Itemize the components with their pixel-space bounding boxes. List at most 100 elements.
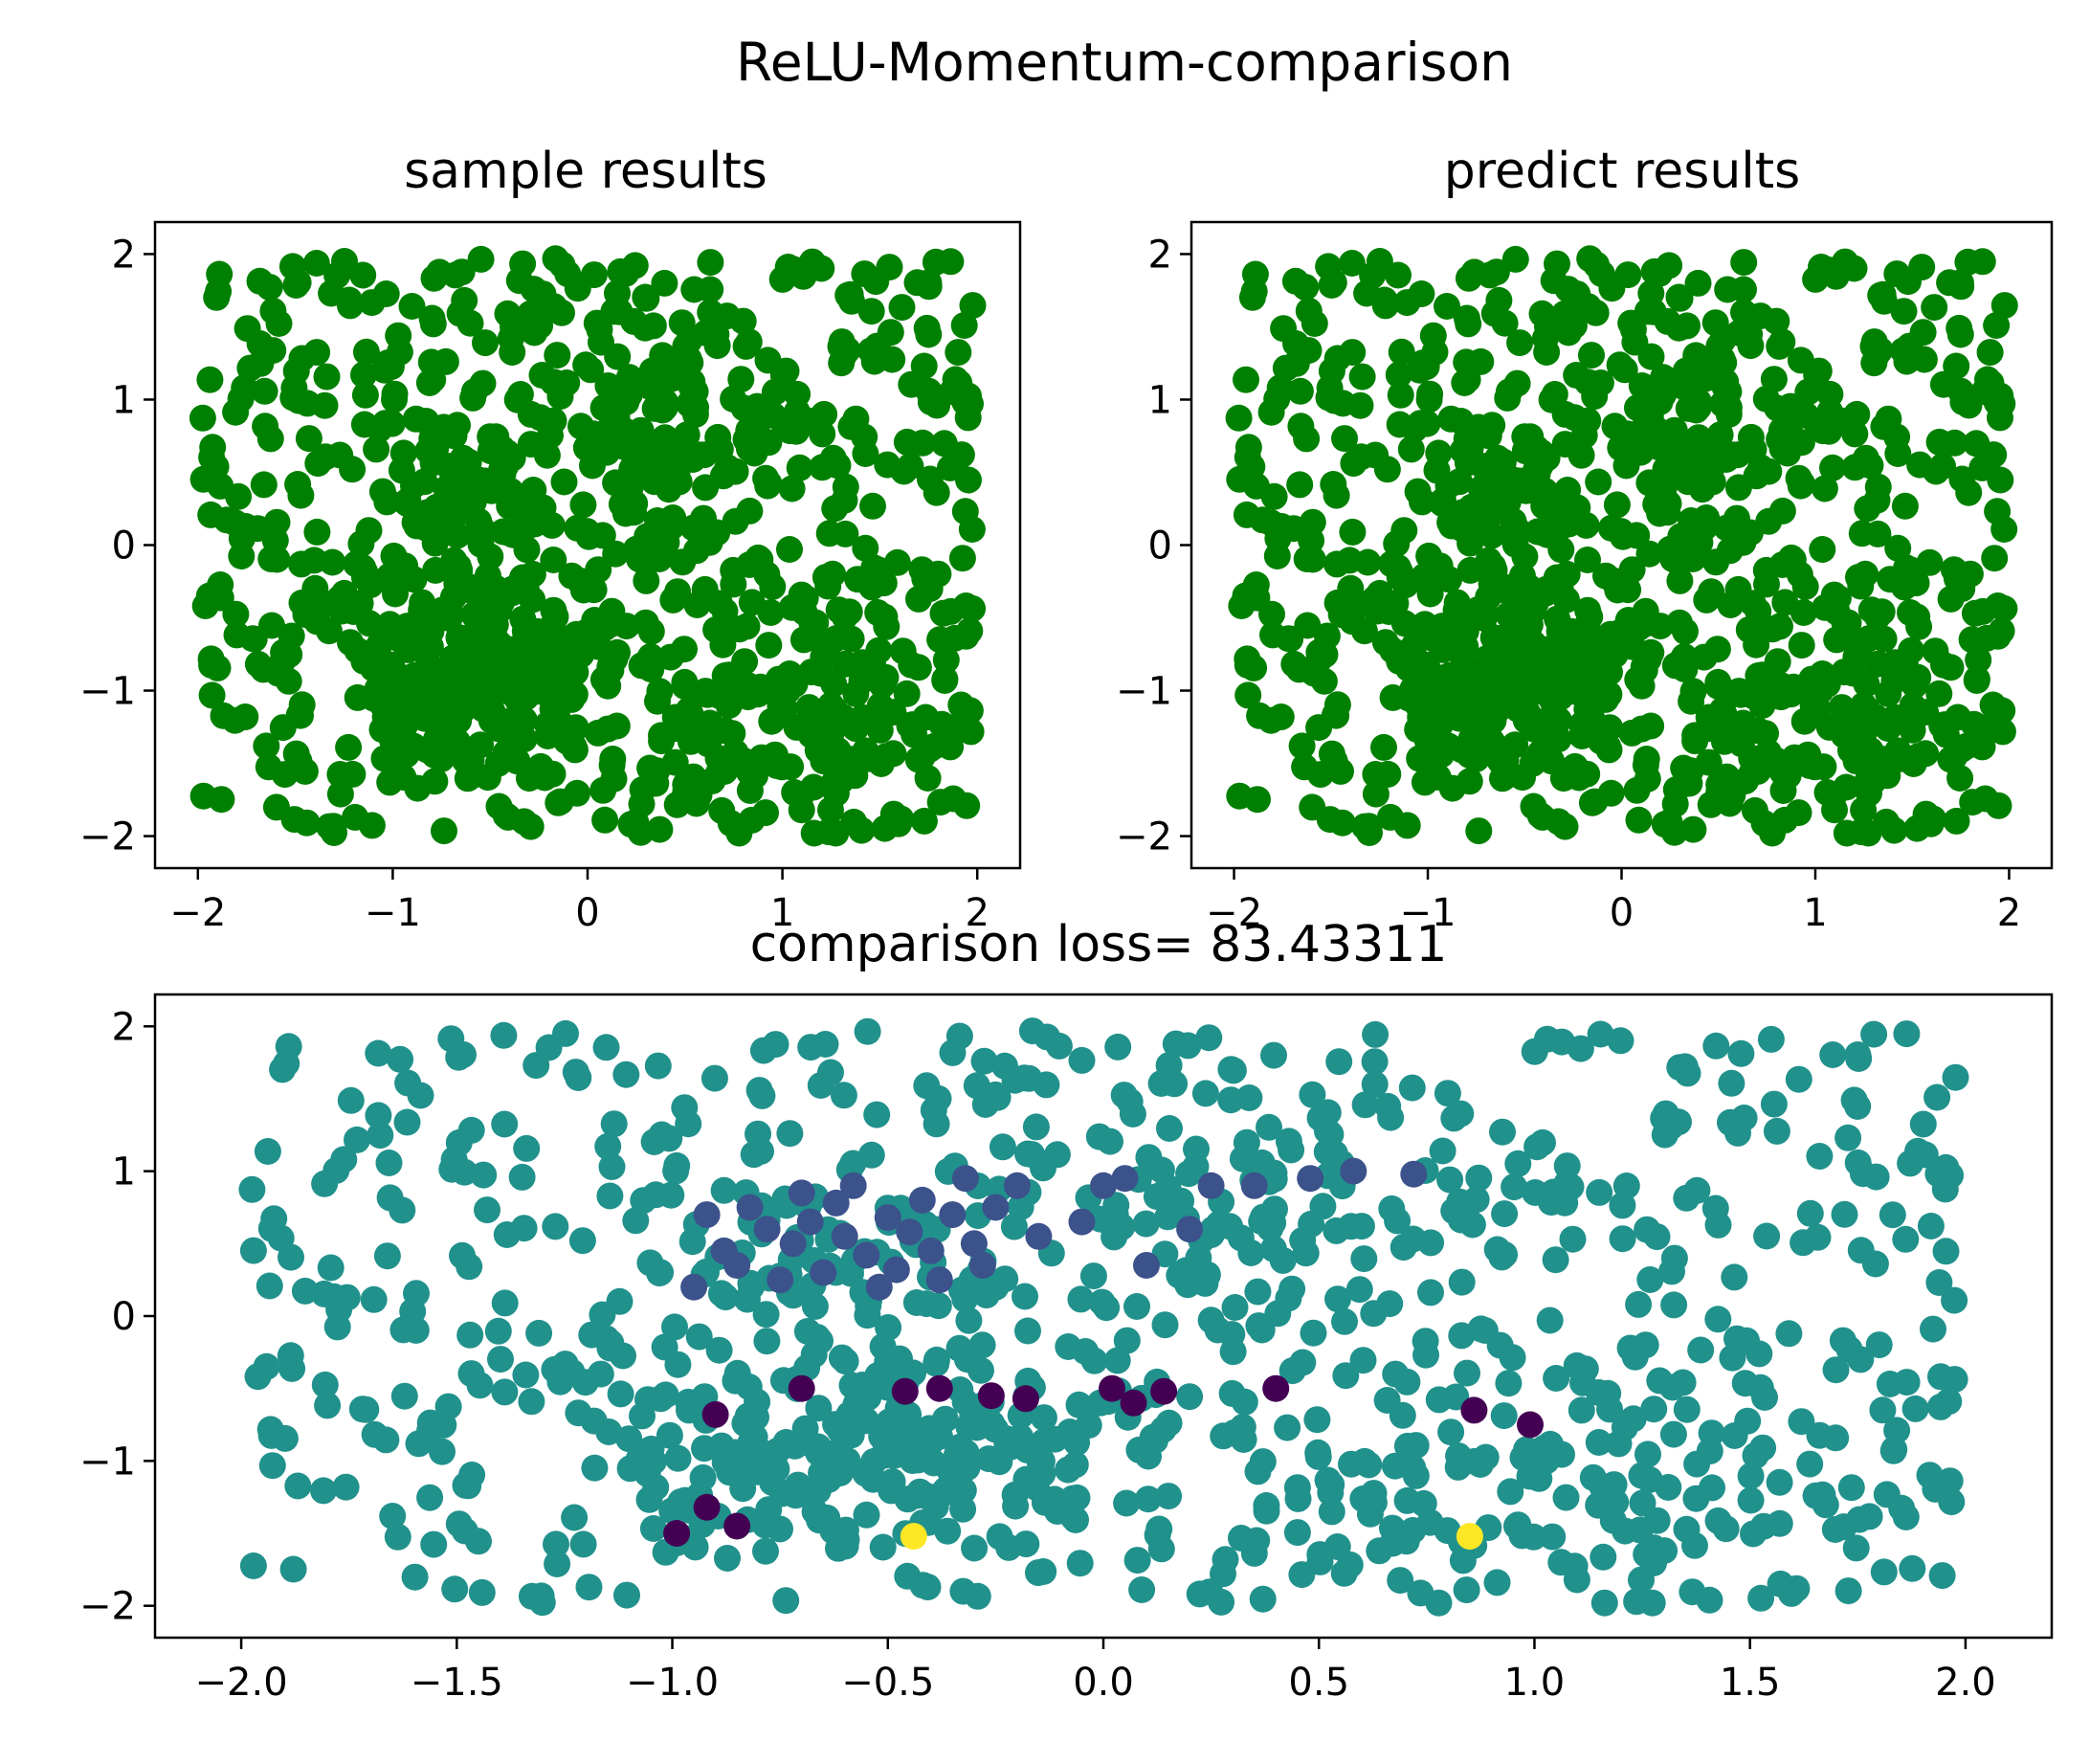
data-point <box>1760 1090 1788 1118</box>
y-tick-label: 0 <box>1148 525 1172 569</box>
data-point <box>399 1298 427 1326</box>
data-point <box>638 357 666 385</box>
data-point <box>959 292 987 320</box>
data-point <box>405 1430 433 1458</box>
data-point <box>1574 547 1601 573</box>
data-point <box>1612 1517 1639 1545</box>
data-point-midlow <box>1133 1252 1160 1279</box>
data-point <box>834 1447 861 1474</box>
data-point <box>1682 1485 1710 1512</box>
data-point <box>1916 1462 1944 1489</box>
data-point <box>955 466 982 494</box>
data-point <box>664 456 692 483</box>
data-point <box>752 1301 780 1329</box>
data-point <box>1281 267 1309 295</box>
data-point <box>1546 574 1574 602</box>
data-point <box>517 300 545 327</box>
data-point <box>553 727 581 755</box>
data-point-midlow <box>865 1273 893 1301</box>
data-point <box>931 1405 959 1433</box>
data-point <box>1736 321 1764 348</box>
data-point <box>288 691 316 719</box>
data-point <box>754 472 782 500</box>
data-point-low <box>891 1377 919 1405</box>
data-point <box>768 1480 796 1507</box>
data-point <box>359 655 387 682</box>
data-point <box>1923 1083 1951 1111</box>
data-point <box>1636 402 1664 430</box>
data-point <box>664 1444 692 1472</box>
data-point <box>275 1033 302 1061</box>
data-point <box>1256 1113 1282 1141</box>
data-point <box>859 492 886 520</box>
data-point <box>421 529 449 557</box>
data-point <box>1072 1338 1100 1365</box>
data-point <box>926 626 954 654</box>
data-point <box>1135 1144 1163 1172</box>
data-point <box>1755 507 1783 535</box>
data-point <box>1028 1447 1056 1475</box>
data-point <box>1590 1543 1617 1571</box>
data-point <box>460 378 488 406</box>
data-point <box>603 402 631 430</box>
data-point <box>832 473 859 501</box>
data-point <box>503 386 531 413</box>
data-point <box>893 1415 921 1442</box>
data-point-low <box>1262 1374 1290 1402</box>
data-point <box>1299 1081 1326 1108</box>
data-point <box>801 1292 829 1320</box>
data-point <box>1965 646 1992 674</box>
data-point <box>365 1102 392 1129</box>
data-point <box>1729 528 1757 556</box>
data-point <box>1453 304 1480 332</box>
data-point <box>705 1336 733 1364</box>
data-point <box>227 385 255 413</box>
data-point-midlow <box>1240 1172 1268 1199</box>
data-point-midlow <box>831 1222 858 1250</box>
data-point <box>355 517 383 545</box>
data-point <box>1863 341 1891 368</box>
data-point <box>1656 809 1683 836</box>
data-point <box>1596 1396 1623 1423</box>
data-point <box>366 632 393 659</box>
data-point <box>807 1072 834 1099</box>
data-point <box>1196 1578 1224 1606</box>
data-point <box>1543 1365 1570 1392</box>
data-point <box>733 613 761 640</box>
data-point <box>741 1423 768 1451</box>
data-point <box>370 745 398 772</box>
data-point <box>1244 1458 1272 1485</box>
data-point <box>484 436 512 464</box>
data-point <box>1559 1225 1587 1253</box>
data-point <box>954 404 982 432</box>
data-point <box>1678 687 1705 715</box>
data-point <box>686 441 713 469</box>
data-point <box>542 603 569 631</box>
data-point <box>758 707 786 735</box>
data-point <box>1260 482 1288 510</box>
data-point <box>1283 1474 1311 1502</box>
x-tick-label: −1.0 <box>626 1661 719 1705</box>
data-point <box>1079 1262 1107 1290</box>
data-point <box>391 711 419 739</box>
data-point <box>466 466 494 494</box>
data-point <box>1221 1294 1249 1321</box>
data-point <box>1191 1080 1219 1107</box>
data-point <box>1205 1210 1233 1238</box>
data-point <box>1030 1404 1057 1432</box>
data-point <box>1530 492 1558 520</box>
data-point <box>1402 1432 1430 1460</box>
y-tick-label: −1 <box>1116 670 1172 714</box>
data-point <box>1581 634 1609 660</box>
data-point <box>1873 1481 1901 1508</box>
data-point <box>509 250 537 278</box>
data-point <box>914 1574 942 1601</box>
data-point <box>1373 1387 1401 1414</box>
data-point <box>1533 712 1561 740</box>
data-point-midlow <box>960 1230 988 1258</box>
data-point <box>1695 748 1723 776</box>
data-point <box>1683 1176 1711 1204</box>
data-point-midlow <box>882 1256 910 1284</box>
data-point <box>287 481 315 509</box>
data-point <box>1434 1517 1461 1545</box>
